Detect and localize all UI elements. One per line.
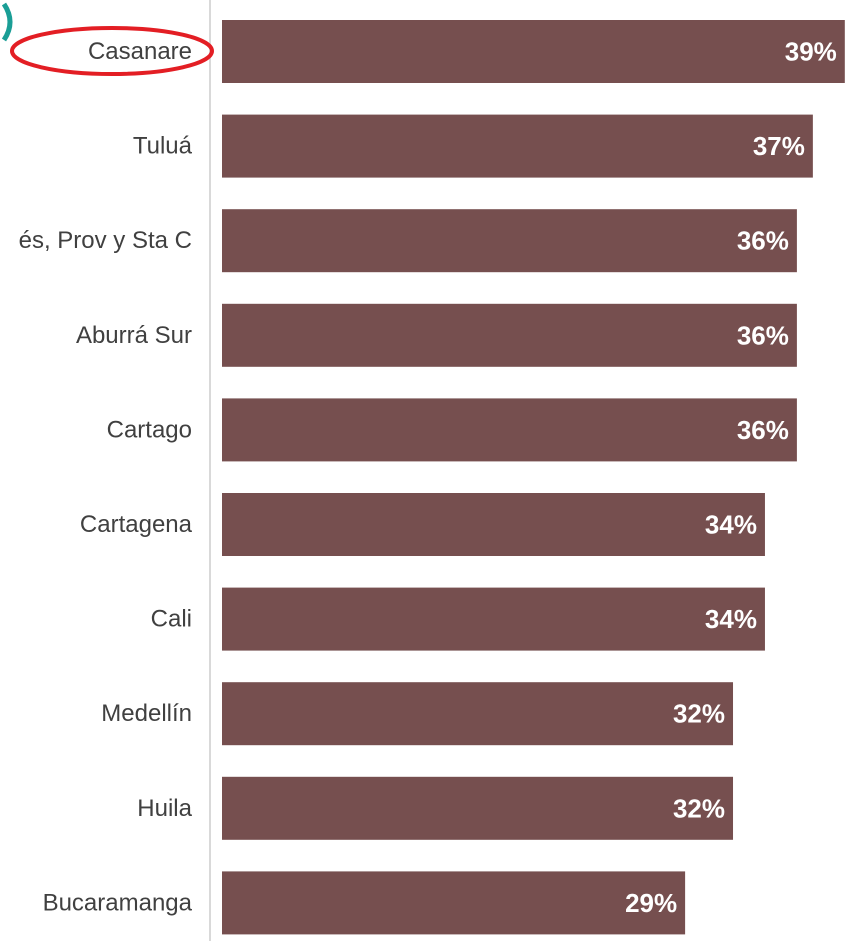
value-label-8: 32% [673, 793, 725, 823]
bar-4 [222, 398, 797, 462]
category-label-5: Cartagena [80, 511, 193, 538]
bar-0 [222, 20, 845, 83]
value-label-0: 39% [785, 37, 837, 67]
category-label-8: Huila [137, 795, 192, 822]
category-label-7: Medellín [101, 700, 192, 727]
category-label-2: és, Prov y Sta C [19, 227, 192, 254]
bars-group [222, 20, 845, 935]
category-label-1: Tuluá [133, 133, 193, 160]
category-label-0: Casanare [88, 38, 192, 65]
bar-8 [222, 776, 734, 840]
bar-5 [222, 493, 765, 556]
category-label-4: Cartago [107, 416, 192, 443]
value-label-4: 36% [737, 415, 789, 445]
value-label-2: 36% [737, 226, 789, 256]
value-labels-group: 39% 37% 36% 36% 36% 34% 34% 32% 32% 29% [625, 37, 837, 918]
bar-6 [222, 587, 765, 651]
teal-corner-mark [1, 2, 13, 42]
value-label-9: 29% [625, 888, 677, 918]
value-label-1: 37% [753, 131, 805, 161]
category-label-6: Cali [151, 606, 192, 633]
category-labels-group: Casanare Tuluá és, Prov y Sta C Aburrá Sur C… [19, 38, 193, 916]
value-label-3: 36% [737, 320, 789, 350]
bar-9 [222, 871, 686, 935]
bar-3 [222, 303, 797, 367]
bar-7 [222, 682, 734, 746]
value-label-6: 34% [705, 604, 757, 634]
bar-1 [222, 114, 813, 178]
value-label-5: 34% [705, 510, 757, 540]
value-label-7: 32% [673, 699, 725, 729]
highlight-ellipse [10, 26, 214, 76]
bar-2 [222, 209, 797, 273]
category-label-3: Aburrá Sur [76, 322, 192, 349]
category-label-9: Bucaramanga [43, 889, 193, 916]
